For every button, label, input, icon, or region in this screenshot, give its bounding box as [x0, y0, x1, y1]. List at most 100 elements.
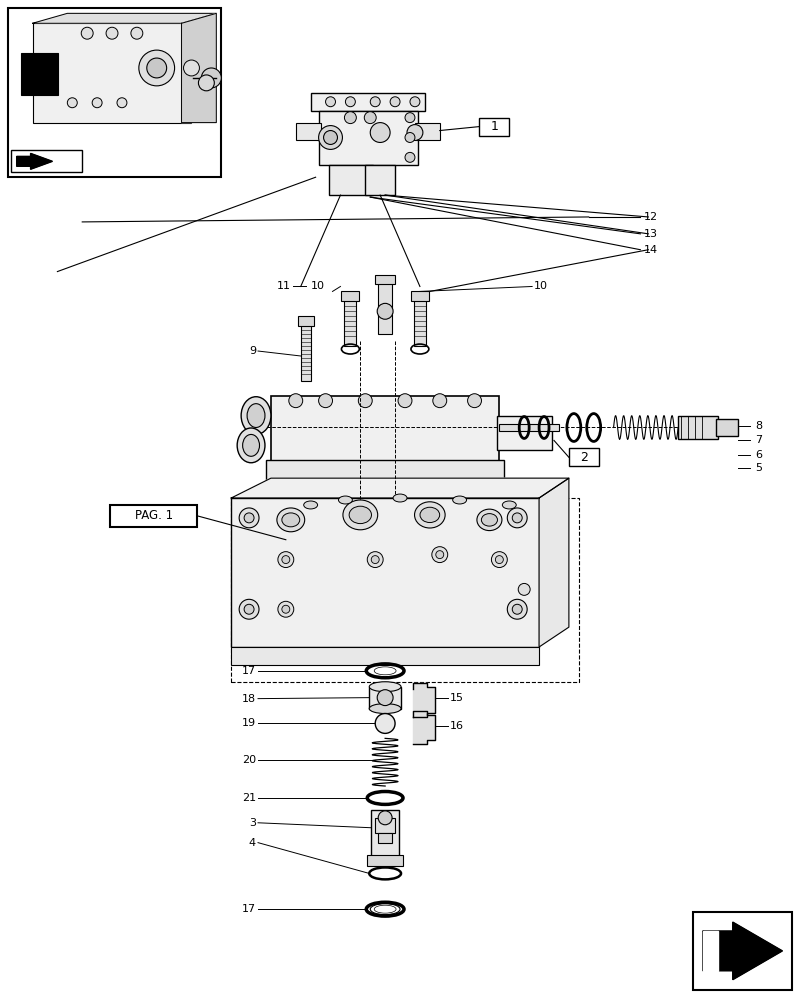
Circle shape	[345, 97, 355, 107]
Ellipse shape	[369, 682, 401, 692]
Bar	[311, 93, 424, 111]
Bar	[692, 912, 792, 990]
Circle shape	[436, 551, 443, 559]
Bar	[375, 818, 395, 833]
Ellipse shape	[241, 397, 271, 434]
Circle shape	[325, 97, 335, 107]
Text: 10: 10	[534, 281, 547, 291]
Bar	[231, 647, 539, 665]
Text: 4: 4	[249, 838, 255, 848]
Bar	[677, 416, 717, 439]
Text: 12: 12	[642, 212, 657, 222]
Bar	[414, 296, 425, 346]
Circle shape	[244, 604, 254, 614]
Ellipse shape	[476, 509, 501, 531]
Bar	[341, 291, 359, 301]
Circle shape	[512, 513, 521, 523]
Polygon shape	[413, 683, 434, 717]
Ellipse shape	[338, 496, 352, 504]
Circle shape	[289, 394, 303, 408]
Bar	[344, 296, 356, 346]
Text: 15: 15	[449, 693, 463, 703]
Circle shape	[405, 133, 414, 142]
Polygon shape	[32, 13, 216, 23]
Circle shape	[507, 599, 526, 619]
Bar	[20, 53, 58, 95]
Circle shape	[244, 513, 254, 523]
Circle shape	[67, 98, 77, 108]
Circle shape	[377, 690, 393, 706]
Text: 18: 18	[242, 694, 255, 704]
Bar	[715, 419, 737, 436]
Ellipse shape	[419, 507, 439, 523]
Ellipse shape	[277, 508, 304, 532]
Bar	[375, 275, 395, 284]
Bar	[369, 687, 401, 709]
Circle shape	[377, 303, 393, 319]
Circle shape	[318, 394, 332, 408]
Bar	[295, 123, 320, 140]
Ellipse shape	[237, 428, 264, 463]
Polygon shape	[231, 478, 569, 498]
Bar	[231, 498, 539, 647]
Circle shape	[323, 131, 337, 144]
Ellipse shape	[502, 501, 516, 509]
Ellipse shape	[369, 704, 401, 714]
Bar	[365, 165, 395, 195]
Circle shape	[495, 556, 503, 564]
Circle shape	[201, 68, 221, 88]
Ellipse shape	[349, 506, 371, 524]
Circle shape	[139, 50, 174, 86]
Circle shape	[92, 98, 102, 108]
Circle shape	[131, 27, 143, 39]
Circle shape	[397, 394, 411, 408]
Text: 6: 6	[755, 450, 762, 460]
Circle shape	[512, 604, 521, 614]
Bar	[378, 280, 392, 334]
Polygon shape	[182, 13, 216, 123]
Ellipse shape	[374, 905, 396, 913]
Bar	[110, 505, 197, 527]
Text: 14: 14	[642, 245, 657, 255]
Circle shape	[405, 113, 414, 123]
Text: 2: 2	[579, 451, 587, 464]
Bar	[479, 118, 508, 136]
Ellipse shape	[393, 494, 406, 502]
Circle shape	[431, 547, 447, 563]
Circle shape	[491, 552, 507, 568]
Circle shape	[370, 97, 380, 107]
Bar	[328, 165, 373, 195]
Text: 1: 1	[490, 120, 498, 133]
Bar	[410, 291, 428, 301]
Ellipse shape	[414, 502, 444, 528]
Circle shape	[389, 97, 400, 107]
Circle shape	[370, 123, 389, 142]
Circle shape	[371, 556, 379, 564]
Bar	[300, 321, 311, 381]
Text: 10: 10	[311, 281, 324, 291]
Text: 8: 8	[755, 421, 762, 431]
Circle shape	[507, 508, 526, 528]
Circle shape	[344, 112, 356, 124]
Circle shape	[183, 60, 200, 76]
Bar	[414, 123, 440, 140]
Polygon shape	[702, 931, 717, 971]
Circle shape	[318, 126, 342, 149]
Text: 5: 5	[755, 463, 762, 473]
Bar	[266, 460, 504, 480]
Bar	[11, 150, 82, 172]
Ellipse shape	[242, 434, 260, 456]
Text: 13: 13	[642, 229, 657, 239]
Bar	[497, 416, 551, 450]
Circle shape	[147, 58, 166, 78]
Bar	[32, 23, 191, 123]
Text: 19: 19	[242, 718, 255, 728]
Polygon shape	[702, 922, 782, 980]
Polygon shape	[539, 478, 569, 647]
Bar	[371, 810, 398, 858]
Bar	[569, 448, 598, 466]
Circle shape	[239, 599, 259, 619]
Ellipse shape	[247, 404, 264, 427]
Text: 16: 16	[449, 721, 463, 731]
Ellipse shape	[452, 496, 466, 504]
